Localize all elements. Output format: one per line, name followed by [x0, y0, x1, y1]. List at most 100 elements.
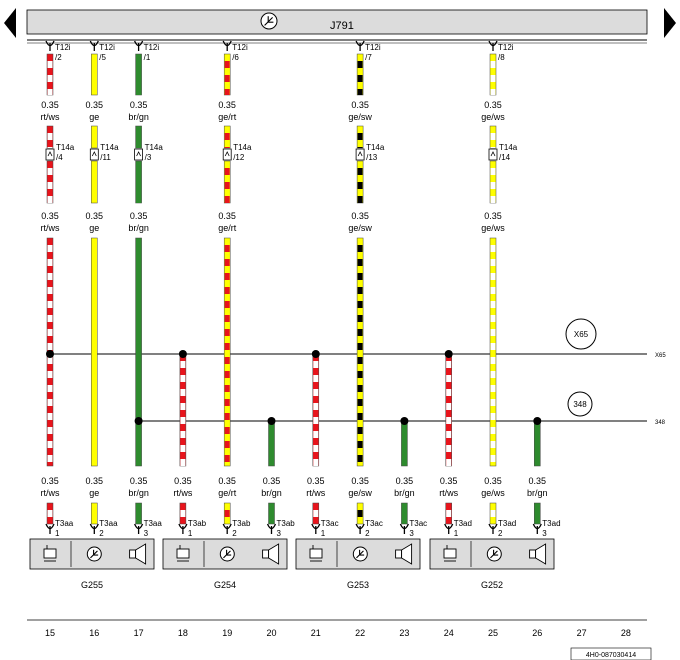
wire-15-seg2 [46, 125, 54, 149]
wire-22-t3-arrow [355, 523, 365, 534]
wire-19-t3-arrow [222, 523, 232, 534]
wire-19-label2-size: 0.35 [218, 211, 236, 221]
component-label-G255: G255 [81, 580, 103, 590]
wire-21-label3-color: rt/ws [306, 488, 325, 498]
wire-16-seg5-base [91, 502, 98, 525]
wire-18-branch-seg [179, 353, 187, 467]
wire-20-seg5 [268, 502, 275, 525]
wire-19-t14a-connector [222, 148, 232, 161]
wire-22-t3-label: T3ac [365, 519, 383, 528]
component-G252 [429, 538, 555, 570]
wire-23-t3-pin: 3 [409, 529, 414, 538]
wire-20-branch-seg [268, 420, 275, 467]
wire-15-t12i-label: T12i [55, 43, 71, 52]
left-triangle-icon[interactable] [4, 8, 16, 38]
wire-17-seg1-base [135, 53, 142, 96]
column-number-22: 22 [355, 628, 365, 638]
wire-25-seg2 [489, 125, 497, 149]
wire-24-label3-color: rt/ws [439, 488, 458, 498]
sensor-circle-arrow-icon [486, 546, 502, 562]
wire-23-label3-size: 0.35 [396, 476, 414, 486]
wire-24-t3-pin: 1 [454, 529, 459, 538]
bus-label-348: 348 [573, 400, 587, 409]
wire-17-label3-size: 0.35 [130, 476, 148, 486]
wire-19-seg2 [223, 125, 231, 149]
controller-bar [26, 9, 648, 35]
column-number-26: 26 [532, 628, 542, 638]
column-number-18: 18 [178, 628, 188, 638]
wire-16-t14a-glyph [91, 151, 97, 157]
speaker-cone [268, 543, 280, 565]
wire-21-junction [311, 350, 320, 358]
wire-15-label1-color: rt/ws [41, 112, 60, 122]
bus-label-circle-348 [567, 391, 593, 417]
wire-25-t12i-label: T12i [498, 43, 514, 52]
wire-20-t3-pin: 3 [277, 529, 282, 538]
wire-22-seg3 [356, 160, 364, 204]
wire-22-t3-pin: 2 [365, 529, 370, 538]
speaker-body [262, 549, 270, 559]
column-number-23: 23 [399, 628, 409, 638]
wire-15-t12i-pin: /2 [55, 53, 62, 62]
column-number-28: 28 [621, 628, 631, 638]
wire-25-seg1 [489, 53, 497, 96]
column-number-20: 20 [266, 628, 276, 638]
component-label-G254: G254 [214, 580, 236, 590]
wire-15-label3-color: rt/ws [41, 488, 60, 498]
sensor-circle-arrow-icon [219, 546, 235, 562]
wire-25-t12i-pin: /8 [498, 53, 505, 62]
bus-edge-label-X65: X65 [655, 353, 666, 359]
wire-24-t3-label: T3ad [454, 519, 472, 528]
wire-25-seg4-base [489, 237, 497, 467]
wire-17-t3-pin: 3 [144, 529, 149, 538]
wire-17-seg2 [135, 125, 142, 149]
wire-22-label2-color: ge/sw [348, 223, 372, 233]
wire-21-t3-pin: 1 [321, 529, 326, 538]
bus-edge-label-348: 348 [655, 420, 666, 426]
wire-26-label3-color: br/gn [527, 488, 548, 498]
wire-25-t14a-glyph [490, 151, 496, 157]
wire-15-label2-color: rt/ws [41, 223, 60, 233]
speaker-cone [401, 543, 413, 565]
wire-15-t3-pin: 1 [55, 529, 60, 538]
wire-21-t3-label: T3ac [321, 519, 339, 528]
wire-23-t3-arrow [399, 523, 409, 534]
wire-19-t12i-pin: /6 [232, 53, 239, 62]
wire-15-t14a-label: T14a [56, 143, 75, 152]
wire-26-t3-label: T3ad [542, 519, 560, 528]
wire-22-seg5 [356, 502, 364, 525]
relay-coil-box [443, 548, 457, 559]
wire-15-label1-size: 0.35 [41, 100, 59, 110]
wire-20-label3-color: br/gn [261, 488, 282, 498]
wire-16-t12i-label: T12i [99, 43, 115, 52]
wire-16-t14a-connector [89, 148, 99, 161]
wire-20-t3-arrow [266, 523, 277, 534]
wire-16-t14a-label: T14a [100, 143, 119, 152]
wire-19-label1-size: 0.35 [218, 100, 236, 110]
wire-25-label1-size: 0.35 [484, 100, 502, 110]
wire-25-label3-color: ge/ws [481, 488, 505, 498]
wire-25-seg3 [489, 160, 497, 204]
wire-19-t3-pin: 2 [232, 529, 237, 538]
wire-23-branch-seg [401, 420, 408, 467]
wire-22-t12i-pin: /7 [365, 53, 372, 62]
wire-15-junction [46, 350, 54, 358]
relay-coil-icon [309, 545, 323, 562]
wire-18-junction [178, 350, 187, 358]
wire-22-seg4 [356, 237, 364, 467]
wire-16-seg3-base [91, 160, 98, 204]
wire-22-label3-size: 0.35 [351, 476, 369, 486]
wire-19-t14a-label: T14a [233, 143, 252, 152]
wire-16-seg3 [91, 160, 98, 204]
wire-23-seg5 [401, 502, 408, 525]
wire-19-t14a-glyph [224, 151, 230, 157]
column-number-25: 25 [488, 628, 498, 638]
wire-22-label1-color: ge/sw [348, 112, 372, 122]
wire-25-t14a-pin: /14 [499, 153, 511, 162]
right-triangle-icon[interactable] [664, 8, 676, 38]
wire-19-seg3 [223, 160, 231, 204]
wire-16-t3-label: T3aa [99, 519, 118, 528]
wire-15-seg5 [46, 502, 54, 525]
speaker-body [129, 549, 137, 559]
wire-24-t3-arrow [444, 523, 454, 534]
